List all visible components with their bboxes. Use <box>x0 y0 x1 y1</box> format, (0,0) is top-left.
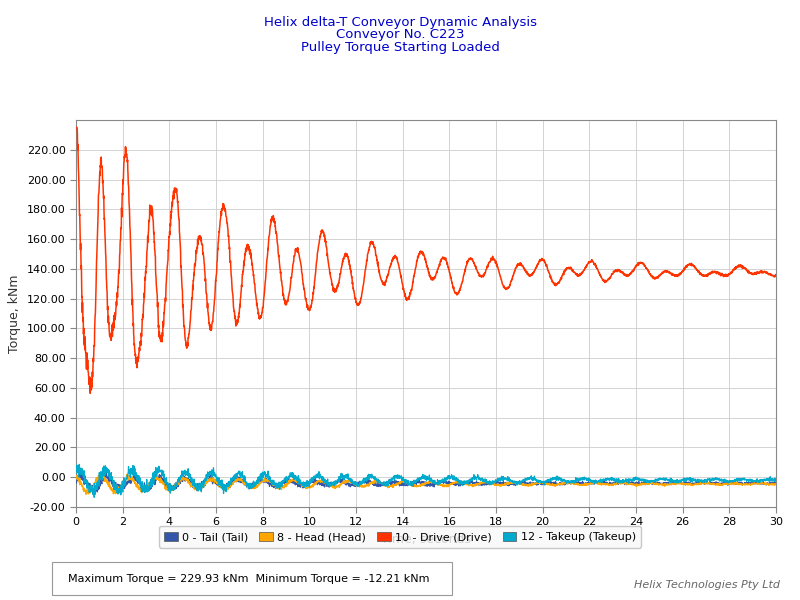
Text: Maximum Torque = 229.93 kNm  Minimum Torque = -12.21 kNm: Maximum Torque = 229.93 kNm Minimum Torq… <box>68 574 430 584</box>
Text: Helix Technologies Pty Ltd: Helix Technologies Pty Ltd <box>634 580 780 590</box>
X-axis label: Time, seconds: Time, seconds <box>381 533 471 546</box>
Y-axis label: Torque, kNm: Torque, kNm <box>8 274 21 353</box>
Text: Conveyor No. C223: Conveyor No. C223 <box>336 28 464 41</box>
Text: Pulley Torque Starting Loaded: Pulley Torque Starting Loaded <box>301 41 499 54</box>
Legend: 0 - Tail (Tail), 8 - Head (Head), 10 - Drive (Drive), 12 - Takeup (Takeup): 0 - Tail (Tail), 8 - Head (Head), 10 - D… <box>158 526 642 548</box>
Text: Helix delta-T Conveyor Dynamic Analysis: Helix delta-T Conveyor Dynamic Analysis <box>263 16 537 29</box>
